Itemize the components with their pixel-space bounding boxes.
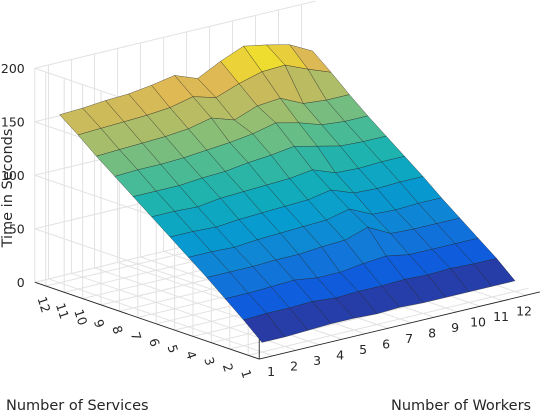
z-tick-label: 0: [17, 275, 25, 290]
surface-cell: [473, 258, 516, 287]
z-tick-label: 50: [9, 222, 25, 237]
z-tick-label: 200: [1, 61, 25, 76]
x-tick-label: 7: [405, 331, 413, 346]
y-tick-label: 7: [128, 330, 145, 342]
x-tick-label: 3: [313, 353, 321, 368]
x-tick-label: 6: [382, 336, 390, 351]
y-tick-label: 1: [238, 368, 255, 380]
y-tick-label: 10: [71, 307, 90, 327]
y-tick-label: 5: [165, 343, 182, 355]
x-tick-label: 4: [336, 347, 344, 362]
x-tick-label: 2: [290, 358, 298, 373]
y-tick-label: 12: [34, 295, 53, 315]
x-tick-label: 8: [428, 325, 436, 340]
z-tick-label: 100: [1, 168, 25, 183]
z-tick-label: 150: [1, 115, 25, 130]
surface: [59, 44, 516, 343]
y-tick-label: 9: [91, 317, 108, 329]
y-tick-label: 4: [183, 349, 200, 361]
y-tick-label: 11: [53, 301, 72, 321]
y-tick-label: 8: [109, 324, 126, 336]
x-tick-label: 9: [451, 320, 459, 335]
x-tick-label: 10: [470, 314, 486, 329]
z-axis-label: Time in Seconds: [0, 129, 16, 249]
y-tick-label: 3: [201, 355, 218, 367]
y-tick-label: 2: [220, 362, 237, 374]
y-axis-label: Number of Services: [6, 398, 149, 414]
x-tick-label: 11: [493, 309, 509, 324]
x-tick-label: 1: [267, 364, 275, 379]
y-tick-label: 6: [146, 336, 163, 348]
x-tick-label: 12: [516, 303, 532, 318]
x-axis-label: Number of Workers: [391, 398, 531, 414]
x-tick-label: 5: [359, 342, 367, 357]
